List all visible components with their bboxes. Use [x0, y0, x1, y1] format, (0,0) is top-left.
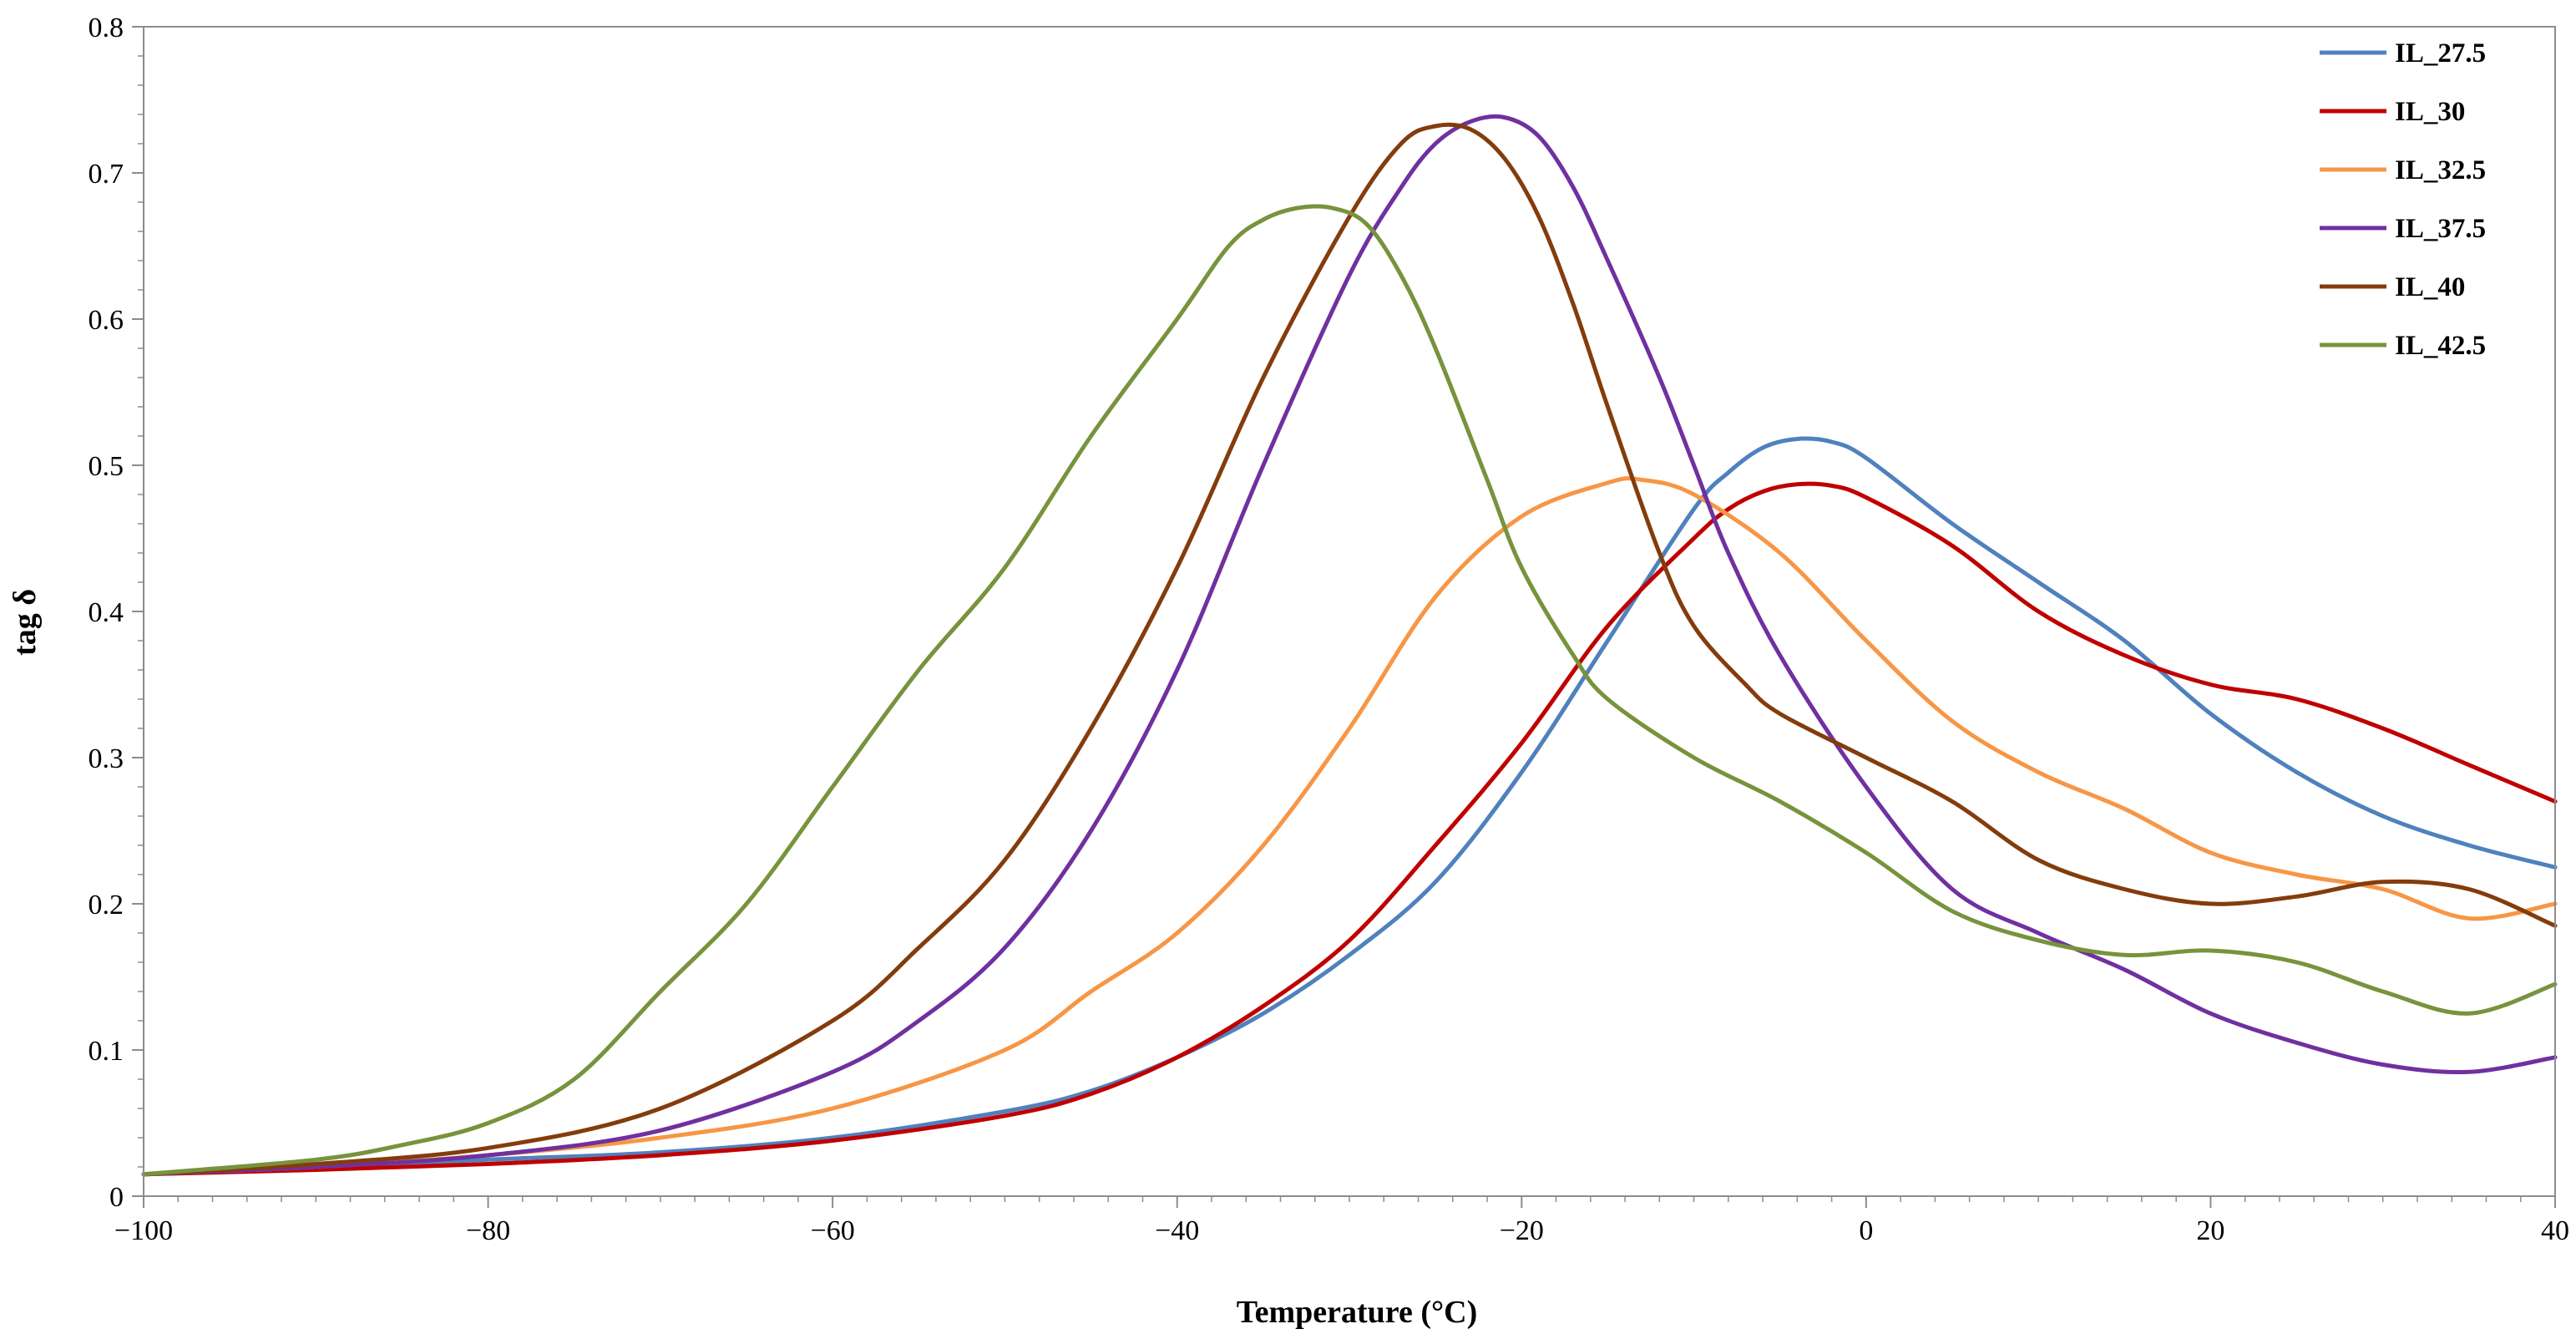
legend-label: IL_37.5 [2395, 214, 2486, 244]
x-tick-label: −60 [811, 1215, 855, 1246]
legend: IL_27.5 IL_30 IL_32.5 IL_37.5 IL_40 IL_42.5 [2320, 38, 2486, 361]
y-tick-label: 0.4 [89, 597, 124, 628]
x-axis-title: Temperature (°C) [1237, 1295, 1478, 1330]
y-tick-label: 0.3 [89, 743, 124, 774]
x-tick-label: 40 [2541, 1215, 2569, 1246]
legend-label: IL_42.5 [2395, 331, 2486, 361]
y-tick-label: 0.6 [89, 305, 124, 336]
legend-label: IL_40 [2395, 272, 2465, 302]
plot-lines [141, 114, 2558, 1177]
series-line-il-40 [141, 122, 2558, 1177]
legend-label: IL_30 [2395, 97, 2465, 127]
y-tick-label: 0.7 [89, 159, 124, 190]
legend-label: IL_32.5 [2395, 155, 2486, 185]
x-tick-label: 0 [1859, 1215, 1873, 1246]
x-tick-label: −20 [1500, 1215, 1544, 1246]
y-tick-label: 0.1 [89, 1036, 124, 1067]
x-tick-label: −80 [466, 1215, 510, 1246]
axes: −100 −80 −60 −40 −20 0 20 40 0 0.1 0.2 0.3 0.4 0.5 0.6… [89, 13, 2570, 1246]
series-line-il-30 [141, 481, 2558, 1177]
y-tick-label: 0.5 [89, 451, 124, 482]
y-tick-label: 0.2 [89, 890, 124, 921]
series-line-il-37-5 [141, 114, 2558, 1177]
x-tick-label: −100 [114, 1215, 173, 1246]
series-line-il-27-5 [141, 436, 2558, 1177]
x-tick-label: 20 [2196, 1215, 2224, 1246]
y-tick-label: 0 [109, 1182, 124, 1213]
y-tick-label: 0.8 [89, 13, 124, 43]
series-line-il-32-5 [141, 476, 2558, 1177]
series-line-il-42-5 [141, 204, 2558, 1177]
legend-label: IL_27.5 [2395, 38, 2486, 68]
y-axis-title: tag δ [8, 589, 43, 656]
x-tick-label: −40 [1155, 1215, 1199, 1246]
